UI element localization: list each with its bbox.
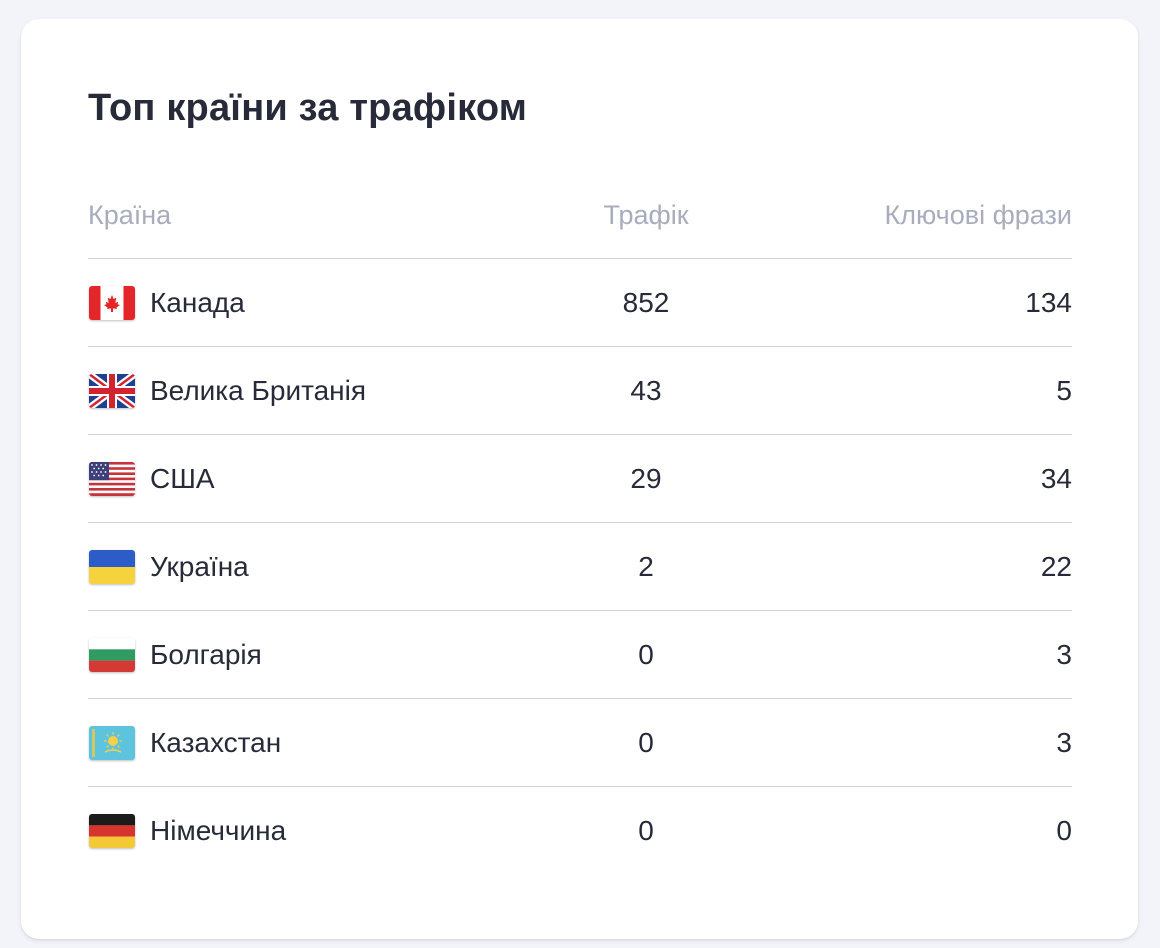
country-name: Велика Британія (150, 375, 367, 406)
table-row[interactable]: Україна 2 22 (88, 523, 1072, 611)
card-title: Топ країни за трафіком (88, 87, 528, 129)
phrases-value: 3 (1056, 639, 1072, 670)
country-name: Канада (150, 287, 245, 318)
germany-flag-icon (89, 814, 135, 848)
table-header: Країна Трафік Ключові фрази (88, 173, 1072, 259)
bulgaria-flag-icon (89, 638, 135, 672)
traffic-value: 2 (638, 551, 654, 582)
column-header-traffic[interactable]: Трафік (603, 200, 689, 230)
country-name: Україна (150, 551, 249, 582)
column-header-phrases[interactable]: Ключові фрази (884, 200, 1072, 230)
phrases-value: 34 (1040, 463, 1072, 494)
country-name: Німеччина (150, 815, 287, 846)
column-header-country[interactable]: Країна (88, 200, 172, 230)
kazakhstan-flag-icon (89, 726, 135, 760)
top-countries-card: Топ країни за трафіком Країна Трафік Клю… (21, 19, 1138, 939)
countries-table: Країна Трафік Ключові фрази Канада 852 1… (88, 173, 1072, 875)
phrases-value: 0 (1056, 815, 1072, 846)
table-row[interactable]: Канада 852 134 (88, 259, 1072, 347)
table-row[interactable]: Казахстан 0 3 (88, 699, 1072, 787)
table-row[interactable]: Болгарія 0 3 (88, 611, 1072, 699)
table-row[interactable]: Велика Британія 43 5 (88, 347, 1072, 435)
traffic-value: 0 (638, 639, 654, 670)
country-name: США (150, 463, 215, 494)
phrases-value: 3 (1056, 727, 1072, 758)
traffic-value: 29 (630, 463, 662, 494)
phrases-value: 5 (1056, 375, 1072, 406)
phrases-value: 134 (1025, 287, 1072, 318)
usa-flag-icon (89, 462, 135, 496)
country-name: Болгарія (150, 639, 262, 670)
canada-flag-icon (89, 286, 135, 320)
phrases-value: 22 (1040, 551, 1072, 582)
country-name: Казахстан (150, 727, 282, 758)
traffic-value: 852 (622, 287, 670, 318)
table-row[interactable]: Німеччина 0 0 (88, 787, 1072, 875)
traffic-value: 43 (630, 375, 662, 406)
uk-flag-icon (89, 374, 135, 408)
traffic-value: 0 (638, 815, 654, 846)
traffic-value: 0 (638, 727, 654, 758)
table-row[interactable]: США 29 34 (88, 435, 1072, 523)
ukraine-flag-icon (89, 550, 135, 584)
